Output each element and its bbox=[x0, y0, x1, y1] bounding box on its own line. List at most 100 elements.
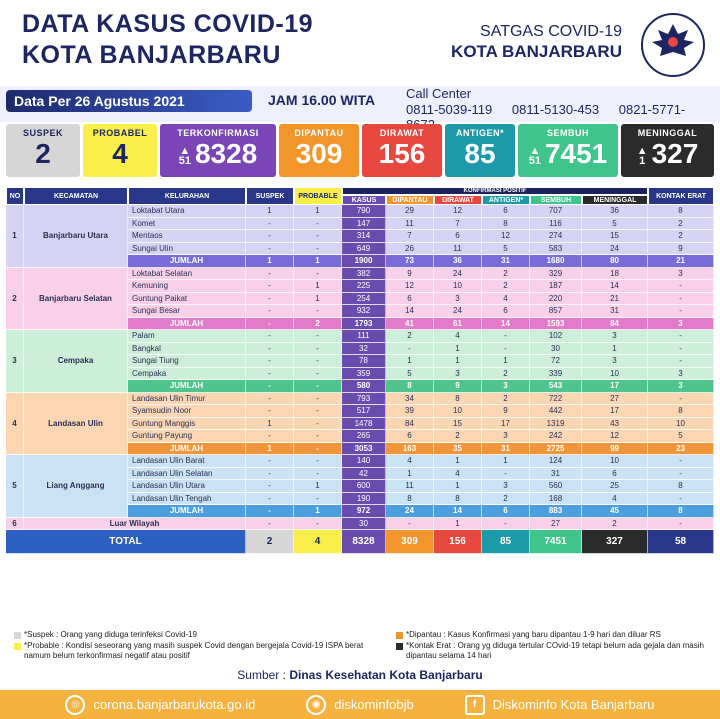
footer-instagram[interactable]: diskominfobjb bbox=[334, 697, 414, 712]
table-cell: 6 bbox=[482, 305, 530, 318]
table-cell: 8 bbox=[434, 392, 482, 405]
row-kelurahan: Kemuning bbox=[128, 280, 246, 293]
table-row: Kemuning -1 225 12 10 2 187 14- bbox=[6, 280, 715, 293]
row-kelurahan: Sungai Tiung bbox=[128, 355, 246, 368]
table-cell: 1 bbox=[294, 480, 342, 493]
col-kontak-erat: KONTAK ERAT bbox=[648, 187, 715, 205]
table-cell: 187 bbox=[530, 280, 582, 293]
table-cell: - bbox=[246, 230, 294, 243]
table-cell: 30 bbox=[342, 517, 386, 530]
table-row: Guntung Manggis 1-1478 84 15 17 1319 43 10 bbox=[6, 417, 715, 430]
table-cell: 14 bbox=[482, 317, 530, 330]
table-cell: 2 bbox=[648, 230, 715, 243]
table-cell: - bbox=[648, 280, 715, 293]
table-cell: 35 bbox=[434, 442, 482, 455]
table-cell: - bbox=[294, 242, 342, 255]
table-cell: - bbox=[648, 355, 715, 368]
table-cell: 793 bbox=[342, 392, 386, 405]
col-kasus: KASUS bbox=[342, 195, 386, 205]
table-cell: 3 bbox=[434, 292, 482, 305]
table-cell: 7 bbox=[434, 217, 482, 230]
table-cell: 18 bbox=[582, 267, 649, 280]
stat-probabel-label: PROBABEL bbox=[92, 128, 148, 138]
table-cell: 163 bbox=[386, 442, 434, 455]
row-no: 6 bbox=[6, 517, 24, 530]
table-row: Sungai Besar - -932 14 24 6 857 31- bbox=[6, 305, 715, 318]
table-cell: 1 bbox=[434, 355, 482, 368]
table-cell: 21 bbox=[648, 255, 715, 268]
table-cell: 2 bbox=[482, 280, 530, 293]
table-cell: 42 bbox=[342, 467, 386, 480]
table-cell: 254 bbox=[342, 292, 386, 305]
table-cell: - bbox=[294, 392, 342, 405]
table-row: 2 Banjarbaru Selatan Loktabat Selatan - -382… bbox=[6, 267, 715, 330]
table-cell: - bbox=[246, 355, 294, 368]
table-cell: 14 bbox=[434, 505, 482, 518]
table-cell: 84 bbox=[386, 417, 434, 430]
legend-swatch bbox=[14, 643, 21, 650]
table-cell: 6 bbox=[386, 292, 434, 305]
table-cell: 12 bbox=[582, 430, 649, 443]
header: DATA KASUS COVID-19 KOTA BANJARBARU SATG… bbox=[0, 0, 720, 82]
table-cell: - bbox=[246, 380, 294, 393]
table-cell: 1 bbox=[434, 480, 482, 493]
row-no: 4 bbox=[6, 392, 24, 455]
table-cell: - bbox=[246, 517, 294, 530]
table-cell: 1 bbox=[294, 292, 342, 305]
table-row: 5 Liang Anggang Landasan Ulin Barat - -140 4 1… bbox=[6, 455, 715, 518]
table-cell: - bbox=[246, 467, 294, 480]
table-cell: 5 bbox=[482, 242, 530, 255]
table-cell: 8 bbox=[648, 505, 715, 518]
table-cell: - bbox=[386, 342, 434, 355]
table-row-luar: 6 Luar Wilayah - -30-1-27 2- bbox=[6, 517, 715, 530]
table-cell: 31 bbox=[530, 467, 582, 480]
table-cell: 2 bbox=[482, 492, 530, 505]
table-cell: 23 bbox=[648, 442, 715, 455]
table-cell: - bbox=[482, 342, 530, 355]
table-cell: - bbox=[246, 317, 294, 330]
table-cell: 2725 bbox=[530, 442, 582, 455]
row-no: 1 bbox=[6, 205, 24, 268]
col-kelurahan: KELURAHAN bbox=[128, 187, 246, 205]
page-title-line1: DATA KASUS COVID-19 bbox=[22, 10, 314, 38]
table-row: Sungai Tiung - -78 1 1 1 72 3- bbox=[6, 355, 715, 368]
table-cell: - bbox=[246, 405, 294, 418]
table-cell: 2 bbox=[386, 330, 434, 343]
table-row: Cempaka - -359 5 3 2 339 10 3 bbox=[6, 367, 715, 380]
table-cell: 3 bbox=[648, 317, 715, 330]
table-row: Guntung Paikat -1 254 6 3 4 220 21- bbox=[6, 292, 715, 305]
stat-meninggal-value: 327 bbox=[651, 138, 699, 169]
table-cell: 3 bbox=[582, 355, 649, 368]
table-cell: 30 bbox=[530, 342, 582, 355]
table-cell: 6 bbox=[582, 467, 649, 480]
table-cell: 25 bbox=[582, 480, 649, 493]
table-cell: 339 bbox=[530, 367, 582, 380]
table-cell: 883 bbox=[530, 505, 582, 518]
table-total-row: JUMLAH - -580 8 9 3 543 17 3 bbox=[6, 380, 715, 393]
table-cell: 1 bbox=[246, 205, 294, 218]
footer-website[interactable]: corona.banjarbarukota.go.id bbox=[93, 697, 256, 712]
legend-suspek: *Suspek : Orang yang diduga terinfeksi C… bbox=[24, 630, 197, 639]
table-cell: 39 bbox=[386, 405, 434, 418]
table-cell: 220 bbox=[530, 292, 582, 305]
table-cell: - bbox=[294, 405, 342, 418]
table-cell: 5 bbox=[386, 367, 434, 380]
table-cell: - bbox=[294, 217, 342, 230]
table-cell: 2 bbox=[482, 267, 530, 280]
footer-facebook[interactable]: Diskominfo Kota Banjarbaru bbox=[492, 697, 655, 712]
table-cell: 27 bbox=[582, 392, 649, 405]
row-no: 3 bbox=[6, 330, 24, 393]
col-dirawat: DIRAWAT bbox=[434, 195, 482, 205]
total-cell: 58 bbox=[648, 530, 715, 554]
col-probable: PROBABLE bbox=[294, 187, 342, 205]
call-center-number: 0811-5039-119 bbox=[406, 102, 493, 117]
table-cell: 1680 bbox=[530, 255, 582, 268]
table-row: Mentaos - -314 7 6 12 274 15 2 bbox=[6, 230, 715, 243]
table-cell: 12 bbox=[386, 280, 434, 293]
col-antigen: ANTIGEN* bbox=[482, 195, 530, 205]
row-kelurahan: Palam bbox=[128, 330, 246, 343]
table-cell: 78 bbox=[342, 355, 386, 368]
arrow-up-icon: ▲ 1 bbox=[636, 144, 648, 167]
table-cell: - bbox=[294, 417, 342, 430]
total-cell: 85 bbox=[482, 530, 530, 554]
